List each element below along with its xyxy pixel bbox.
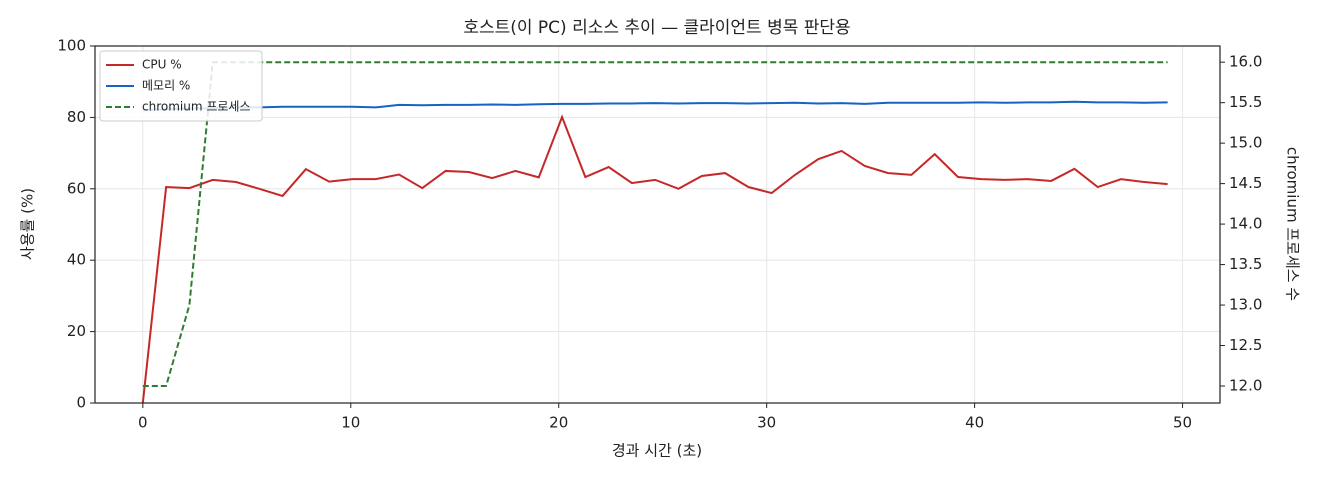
x-tick-label: 30 <box>757 414 776 432</box>
chart-title: 호스트(이 PC) 리소스 추이 — 클라이언트 병목 판단용 <box>463 18 850 38</box>
y2-tick-label: 12.0 <box>1229 377 1262 395</box>
y-tick-label: 20 <box>67 322 86 340</box>
legend-label: chromium 프로세스 <box>142 100 251 114</box>
x-tick-label: 50 <box>1173 414 1192 432</box>
y2-tick-label: 13.0 <box>1229 296 1262 314</box>
x-tick-label: 10 <box>341 414 360 432</box>
y-tick-label: 100 <box>57 37 86 55</box>
x-axis-label: 경과 시간 (초) <box>612 442 702 460</box>
legend-label: CPU % <box>142 58 182 72</box>
y-tick-label: 0 <box>76 394 86 412</box>
y2-tick-label: 14.5 <box>1229 174 1262 192</box>
y-tick-label: 60 <box>67 179 86 197</box>
y2-tick-label: 16.0 <box>1229 53 1262 71</box>
y-axis-label: 사용률 (%) <box>19 188 37 260</box>
legend-box <box>99 50 263 122</box>
y2-tick-label: 13.5 <box>1229 255 1262 273</box>
x-tick-label: 0 <box>138 414 148 432</box>
series-line <box>141 114 1168 404</box>
y2-tick-label: 12.5 <box>1229 336 1262 354</box>
series-line <box>142 100 1168 112</box>
y2-tick-label: 15.0 <box>1229 134 1262 152</box>
x-tick-label: 20 <box>549 414 568 432</box>
y-tick-label: 80 <box>67 108 86 126</box>
y-tick-label: 40 <box>67 251 86 269</box>
y2-tick-label: 14.0 <box>1229 215 1262 233</box>
x-tick-label: 40 <box>965 414 984 432</box>
series-line <box>142 61 1168 387</box>
y2-axis-label: chromium 프로세스 수 <box>1284 147 1302 301</box>
y2-tick-label: 15.5 <box>1229 93 1262 111</box>
legend-label: 메모리 % <box>142 79 190 93</box>
plot-frame <box>94 45 1221 404</box>
